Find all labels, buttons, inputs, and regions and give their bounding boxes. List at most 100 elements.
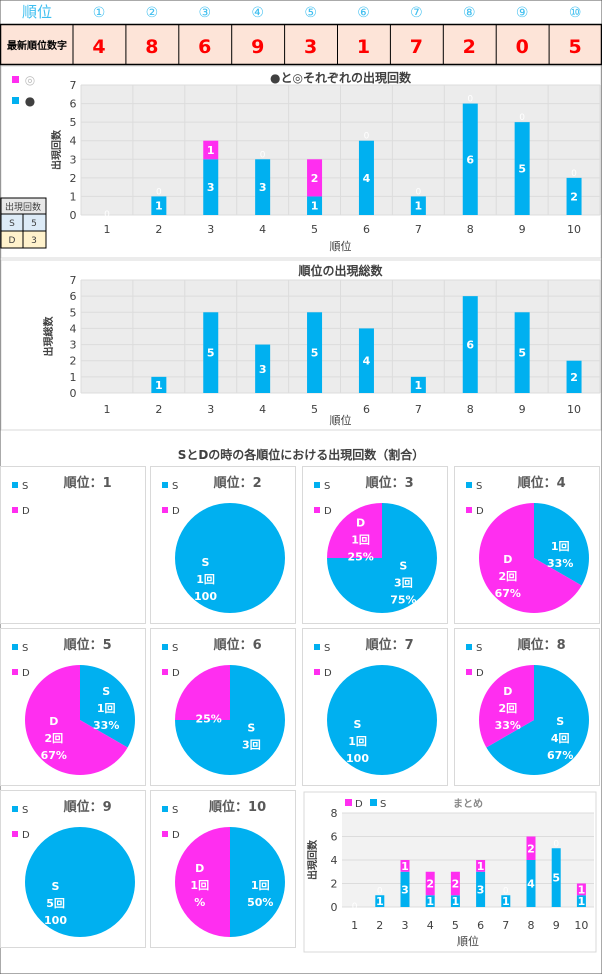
pie-data-label: 33% [547, 557, 573, 570]
pie-data-label: 4回 [551, 731, 570, 745]
count-table-cell [22, 230, 47, 249]
bar-segment [203, 159, 219, 215]
pie-data-label: S [247, 721, 255, 734]
legend-label: D [22, 668, 30, 679]
legend-label: D [476, 668, 484, 679]
x-tick-label: 10 [567, 403, 581, 416]
legend-label: S [22, 643, 28, 654]
bar-segment [576, 883, 586, 896]
bar-segment [255, 159, 271, 215]
bar-segment [450, 895, 460, 907]
bar-data-label: 3 [401, 883, 409, 896]
x-tick-label: 7 [415, 403, 422, 416]
legend-swatch [162, 482, 168, 488]
x-axis-label: 順位 [330, 239, 352, 253]
legend-label: D [324, 668, 332, 679]
latest-digit: 7 [410, 36, 423, 58]
legend-label: S [476, 643, 482, 654]
y-tick-label: 0 [331, 901, 338, 914]
pie-slice-d [479, 503, 582, 613]
pie-data-label: 1回 [196, 572, 215, 586]
latest-row [0, 23, 602, 66]
position-header: ⑧ [463, 5, 476, 21]
legend-swatch [162, 644, 168, 650]
rank-header-label: 順位 [22, 3, 52, 21]
legend-swatch [466, 482, 472, 488]
x-tick-label: 2 [376, 919, 383, 932]
pie-data-label: 1回 [190, 878, 209, 892]
bar-data-label: 1 [578, 883, 586, 896]
legend-swatch [162, 507, 168, 513]
bar-data-label: 1 [452, 895, 460, 908]
bar-data-label: 0 [352, 902, 358, 912]
legend-swatch [12, 806, 18, 812]
count-table-title: 出現回数 [5, 201, 41, 213]
y-tick-label: 0 [70, 209, 77, 222]
legend-swatch [466, 644, 472, 650]
pie-data-label: 67% [547, 749, 573, 762]
chart-title: ●と◎それぞれの出現回数 [270, 70, 412, 85]
pie-data-label: 25% [347, 551, 373, 564]
latest-digit: 9 [251, 36, 264, 58]
bar-data-label: 5 [552, 872, 560, 885]
latest-digit: 8 [145, 36, 158, 58]
y-tick-label: 8 [331, 807, 338, 820]
pie-data-label: D [49, 715, 58, 728]
pie-data-label: 100 [346, 752, 369, 765]
y-axis-label: 出現総数 [42, 316, 55, 357]
x-tick-label: 3 [402, 919, 409, 932]
legend-label: S [380, 799, 386, 810]
x-tick-label: 4 [259, 403, 266, 416]
bar-data-label: 0 [553, 839, 559, 849]
pie-data-label: S [399, 559, 407, 572]
x-tick-label: 5 [311, 223, 318, 236]
bar-data-label: 2 [570, 371, 578, 384]
pie-data-label: 1回 [351, 533, 370, 547]
latest-digit: 1 [357, 36, 370, 58]
pie-data-label: 1回 [348, 734, 367, 748]
pie-chart-card: S 3回 75% D 1回 25% 順位：3 S D [302, 466, 448, 624]
x-tick-label: 10 [567, 223, 581, 236]
legend-label: S [22, 481, 28, 492]
bar-data-label: 1 [415, 379, 423, 392]
bar-segment [514, 312, 530, 393]
bar-data-label: 1 [207, 144, 215, 157]
position-header: ③ [199, 5, 212, 21]
pie-data-label: D [356, 517, 365, 530]
pie-data-label: 3回 [394, 575, 413, 589]
bar-segment [476, 860, 486, 872]
pie-chart-card: S 1回 33% D 2回 67% 順位：5 S D [0, 628, 146, 786]
bar-data-label: 3 [259, 363, 267, 376]
bar-data-label: 5 [311, 347, 319, 360]
latest-digit: 0 [516, 36, 529, 58]
count-table-value: 5 [31, 219, 37, 229]
pie-slice-s [80, 665, 135, 748]
x-axis-label: 順位 [330, 413, 352, 427]
bar-segment [462, 103, 478, 215]
legend-label: ◎ [25, 73, 35, 87]
pie-data-label: 33% [495, 719, 521, 732]
position-header: ⑦ [410, 5, 423, 21]
pie-data-label: 50% [247, 896, 273, 909]
legend-label: D [172, 830, 180, 841]
count-table-value: 3 [31, 236, 37, 246]
legend-label: D [22, 830, 30, 841]
bar-segment [526, 836, 536, 860]
legend-label: S [172, 805, 178, 816]
x-tick-label: 7 [415, 223, 422, 236]
pie-data-label: S [556, 715, 564, 728]
bar-segment [526, 860, 536, 907]
legend-swatch [345, 799, 352, 806]
bar-data-label: 3 [207, 181, 215, 194]
bar-data-label: 1 [401, 860, 409, 873]
pie: S 4回 67% D 2回 33% [479, 665, 589, 775]
latest-digit: 4 [92, 36, 105, 58]
bar-segment [425, 895, 435, 907]
legend-swatch [12, 831, 18, 837]
bar-data-label: 1 [376, 895, 384, 908]
pie-data-label: S [202, 556, 210, 569]
x-tick-label: 7 [502, 919, 509, 932]
x-tick-label: 1 [103, 223, 110, 236]
y-tick-label: 0 [70, 387, 77, 400]
